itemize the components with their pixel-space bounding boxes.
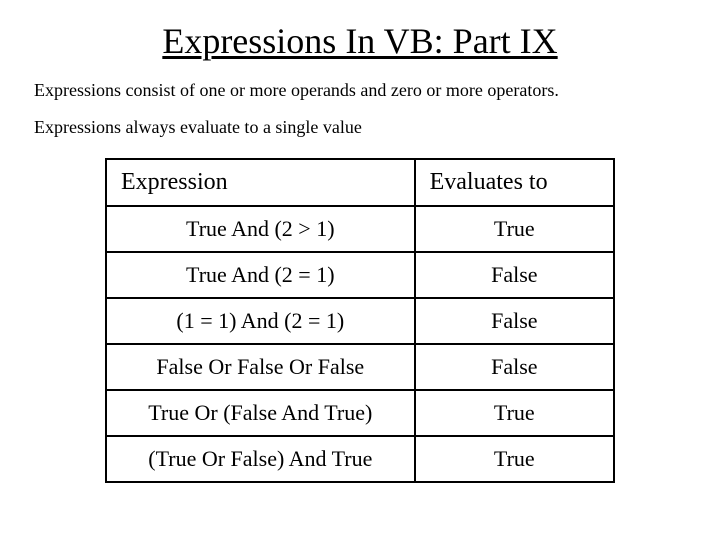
table-row: True Or (False And True) True — [106, 390, 614, 436]
cell-evaluates: False — [415, 344, 614, 390]
description-line-1: Expressions consist of one or more opera… — [34, 80, 690, 101]
cell-expression: (1 = 1) And (2 = 1) — [106, 298, 415, 344]
cell-expression: True Or (False And True) — [106, 390, 415, 436]
cell-evaluates: True — [415, 390, 614, 436]
cell-expression: (True Or False) And True — [106, 436, 415, 482]
cell-evaluates: True — [415, 436, 614, 482]
table-row: (True Or False) And True True — [106, 436, 614, 482]
cell-evaluates: False — [415, 298, 614, 344]
table-row: (1 = 1) And (2 = 1) False — [106, 298, 614, 344]
table-container: Expression Evaluates to True And (2 > 1)… — [30, 158, 690, 483]
cell-expression: True And (2 = 1) — [106, 252, 415, 298]
description-line-2: Expressions always evaluate to a single … — [34, 117, 690, 138]
table-row: True And (2 = 1) False — [106, 252, 614, 298]
expressions-table: Expression Evaluates to True And (2 > 1)… — [105, 158, 615, 483]
column-header-evaluates: Evaluates to — [415, 159, 614, 206]
cell-expression: False Or False Or False — [106, 344, 415, 390]
cell-expression: True And (2 > 1) — [106, 206, 415, 252]
table-row: True And (2 > 1) True — [106, 206, 614, 252]
table-header-row: Expression Evaluates to — [106, 159, 614, 206]
page-title: Expressions In VB: Part IX — [30, 20, 690, 62]
column-header-expression: Expression — [106, 159, 415, 206]
cell-evaluates: True — [415, 206, 614, 252]
cell-evaluates: False — [415, 252, 614, 298]
table-row: False Or False Or False False — [106, 344, 614, 390]
